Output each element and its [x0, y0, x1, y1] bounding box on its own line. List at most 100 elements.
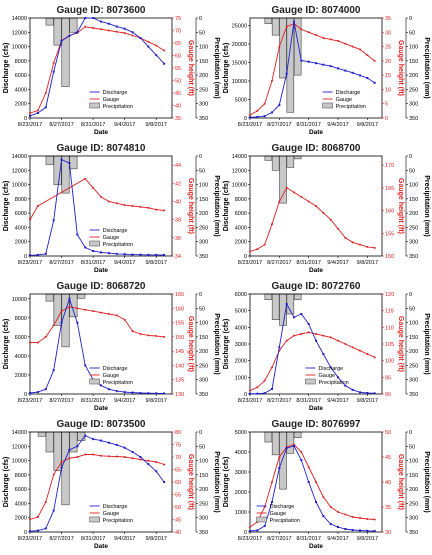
precipitation-bar — [54, 294, 61, 325]
legend-label-precipitation: Precipitation — [318, 380, 348, 386]
discharge-point — [374, 82, 376, 84]
chart-panel-1: Gauge ID: 807360002000400060008000100001… — [3, 5, 220, 136]
discharge-point — [163, 392, 165, 394]
discharge-point — [300, 60, 302, 62]
precipitation-bar — [294, 432, 301, 438]
gauge-point — [352, 516, 354, 518]
gauge-point — [315, 333, 317, 335]
gauge-point — [286, 187, 288, 189]
discharge-point — [366, 530, 368, 532]
gauge-tick-label: 150 — [175, 335, 184, 341]
x-tick-label: 9/4/2017 — [114, 398, 135, 404]
x-tick-label: 9/4/2017 — [327, 260, 348, 266]
gauge-point — [100, 312, 102, 314]
gauge-tick-label: 75 — [175, 443, 181, 449]
chart-title: Gauge ID: 8068720 — [57, 281, 146, 292]
x-tick-label: 9/8/2017 — [357, 536, 378, 542]
left-tick-label: 25000 — [232, 23, 247, 29]
legend-label-discharge: Discharge — [318, 366, 343, 372]
discharge-point — [308, 481, 310, 483]
x-tick-label: 8/23/2017 — [18, 398, 42, 404]
discharge-point — [155, 392, 157, 394]
chart-title: Gauge ID: 8073500 — [57, 419, 146, 430]
gauge-point — [271, 366, 273, 368]
gauge-point — [147, 41, 149, 43]
left-tick-label: 2000 — [15, 516, 27, 522]
gauge-point — [330, 336, 332, 338]
x-tick-label: 8/27/2017 — [49, 398, 73, 404]
gauge-point — [264, 103, 266, 105]
gauge-axis-title: Gauge height (ft) — [187, 316, 194, 372]
left-axis-title: Discharge (cfs) — [3, 181, 10, 232]
gauge-tick-label: 0 — [385, 116, 388, 122]
legend-label-gauge: Gauge — [103, 235, 120, 241]
legend-label-gauge: Gauge — [103, 511, 120, 517]
left-tick-label: 20000 — [232, 42, 247, 48]
gauge-axis-title: Gauge height (ft) — [187, 178, 194, 234]
discharge-point — [108, 23, 110, 25]
gauge-point — [366, 246, 368, 248]
precip-tick-label: 300 — [409, 378, 418, 384]
gauge-tick-label: 42 — [175, 181, 181, 187]
gauge-point — [330, 38, 332, 40]
gauge-point — [374, 60, 376, 62]
discharge-point — [124, 28, 126, 30]
left-tick-label: 8000 — [15, 316, 27, 322]
gauge-tick-label: 60 — [175, 480, 181, 486]
precip-tick-label: 150 — [409, 197, 418, 203]
discharge-point — [278, 104, 280, 106]
gauge-point — [84, 454, 86, 456]
discharge-point — [124, 391, 126, 393]
x-tick-label: 9/4/2017 — [114, 260, 135, 266]
precip-tick-label: 350 — [409, 530, 418, 536]
gauge-tick-label: 38 — [175, 218, 181, 224]
gauge-axis-title: Gauge height (ft) — [397, 178, 404, 234]
gauge-tick-label: 160 — [385, 209, 394, 215]
x-axis-title: Date — [94, 129, 108, 136]
gauge-tick-label: 145 — [175, 349, 184, 355]
gauge-point — [300, 333, 302, 335]
discharge-point — [344, 528, 346, 530]
gauge-point — [344, 43, 346, 45]
precipitation-bar — [280, 18, 287, 78]
precipitation-bar — [287, 156, 294, 167]
left-tick-label: 1000 — [235, 375, 247, 381]
discharge-point — [61, 467, 63, 469]
discharge-point — [337, 376, 339, 378]
discharge-point — [68, 449, 70, 451]
gauge-point — [132, 35, 134, 37]
precip-axis-title: Precipitation (mm) — [423, 451, 430, 512]
gauge-tick-label: 70 — [175, 29, 181, 35]
x-axis-title: Date — [309, 129, 323, 136]
discharge-point — [271, 388, 273, 390]
precip-tick-label: 50 — [199, 444, 205, 450]
discharge-point — [132, 392, 134, 394]
gauge-tick-label: 36 — [175, 236, 181, 242]
gauge-point — [278, 456, 280, 458]
discharge-point — [68, 162, 70, 164]
gauge-point — [37, 205, 39, 207]
left-tick-label: 12000 — [12, 168, 27, 174]
left-tick-label: 10000 — [12, 297, 27, 303]
left-tick-label: 2000 — [235, 490, 247, 496]
discharge-point — [84, 17, 86, 19]
discharge-point — [264, 392, 266, 394]
x-tick-label: 8/23/2017 — [238, 122, 262, 128]
x-tick-label: 8/27/2017 — [267, 122, 291, 128]
discharge-point — [271, 501, 273, 503]
gauge-tick-label: 40 — [175, 104, 181, 110]
discharge-point — [53, 369, 55, 371]
legend-swatch-precipitation — [305, 379, 315, 384]
plot-frame — [250, 18, 382, 118]
gauge-point — [337, 511, 339, 513]
precipitation-bar — [265, 18, 272, 24]
precip-tick-label: 200 — [409, 349, 418, 355]
discharge-point — [344, 70, 346, 72]
discharge-point — [308, 323, 310, 325]
gauge-tick-label: 10 — [385, 87, 391, 93]
precip-axis-title: Precipitation (mm) — [213, 37, 220, 98]
gauge-point — [264, 244, 266, 246]
left-tick-label: 6000 — [15, 335, 27, 341]
discharge-point — [116, 390, 118, 392]
x-tick-label: 9/4/2017 — [114, 536, 135, 542]
